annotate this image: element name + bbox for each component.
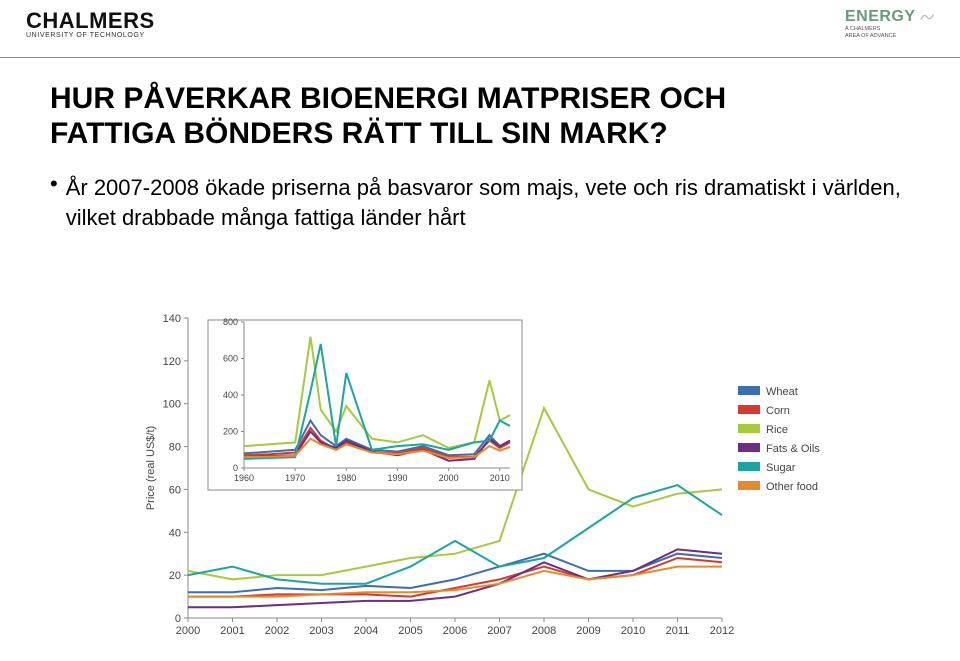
svg-text:80: 80 (169, 442, 181, 454)
svg-text:40: 40 (169, 527, 181, 539)
svg-text:2011: 2011 (666, 625, 690, 637)
svg-text:400: 400 (223, 390, 238, 400)
svg-text:2003: 2003 (309, 625, 333, 637)
bullet-item: • År 2007-2008 ökade priserna på basvaro… (50, 173, 910, 232)
svg-text:2000: 2000 (439, 473, 459, 483)
svg-text:2007: 2007 (487, 625, 511, 637)
svg-text:2004: 2004 (354, 625, 378, 637)
svg-text:2012: 2012 (710, 625, 734, 637)
svg-text:20: 20 (169, 570, 181, 582)
svg-text:0: 0 (175, 613, 181, 625)
svg-text:Corn: Corn (766, 405, 790, 417)
svg-text:Fats & Oils: Fats & Oils (766, 443, 820, 455)
svg-text:Wheat: Wheat (766, 386, 798, 398)
energy-sub-2: AREA OF ADVANCE (845, 33, 934, 40)
svg-text:2001: 2001 (220, 625, 244, 637)
svg-text:2008: 2008 (532, 625, 556, 637)
svg-text:2000: 2000 (176, 625, 200, 637)
svg-text:120: 120 (163, 356, 181, 368)
svg-text:60: 60 (169, 484, 181, 496)
swirl-icon (920, 8, 934, 16)
title-line-2: FATTIGA BÖNDERS RÄTT TILL SIN MARK? (50, 117, 668, 150)
slide-content: HUR PÅVERKAR BIOENERGI MATPRISER OCH FAT… (0, 58, 960, 232)
svg-text:2010: 2010 (621, 625, 645, 637)
chalmers-logo: CHALMERS UNIVERSITY OF TECHNOLOGY (26, 8, 155, 39)
svg-text:600: 600 (223, 354, 238, 364)
chalmers-wordmark: CHALMERS (26, 8, 155, 34)
chalmers-subtext: UNIVERSITY OF TECHNOLOGY (26, 32, 155, 39)
svg-text:Price (real US$/t): Price (real US$/t) (145, 426, 157, 510)
price-chart: 0204060801001201402000200120022003200420… (140, 310, 860, 640)
svg-text:2010: 2010 (490, 473, 510, 483)
bullet-dot-icon: • (50, 171, 58, 197)
svg-text:2005: 2005 (398, 625, 422, 637)
svg-text:1980: 1980 (336, 473, 356, 483)
svg-text:Rice: Rice (766, 424, 788, 436)
bullet-text: År 2007-2008 ökade priserna på basvaror … (66, 173, 910, 232)
svg-text:1990: 1990 (387, 473, 407, 483)
energy-sub-1: A CHALMERS (845, 26, 934, 33)
svg-text:2006: 2006 (443, 625, 467, 637)
energy-wordmark: ENERGY (845, 8, 916, 25)
svg-text:1960: 1960 (234, 473, 254, 483)
energy-logo: ENERGY A CHALMERS AREA OF ADVANCE (845, 8, 934, 39)
svg-text:200: 200 (223, 427, 238, 437)
svg-text:0: 0 (233, 463, 238, 473)
svg-text:Sugar: Sugar (766, 462, 796, 474)
svg-text:2009: 2009 (576, 625, 600, 637)
svg-text:100: 100 (163, 399, 181, 411)
svg-text:1970: 1970 (285, 473, 305, 483)
svg-text:800: 800 (223, 317, 238, 327)
svg-text:140: 140 (163, 313, 181, 325)
page-title: HUR PÅVERKAR BIOENERGI MATPRISER OCH FAT… (50, 82, 910, 151)
svg-text:Other food: Other food (766, 481, 818, 493)
page-header: CHALMERS UNIVERSITY OF TECHNOLOGY ENERGY… (0, 0, 960, 58)
title-line-1: HUR PÅVERKAR BIOENERGI MATPRISER OCH (50, 82, 726, 115)
svg-text:2002: 2002 (265, 625, 289, 637)
